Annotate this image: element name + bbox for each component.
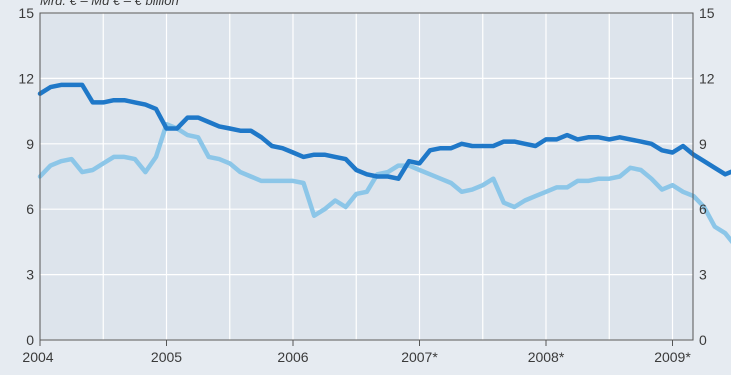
y-tick-label-left: 0 (26, 332, 34, 348)
y-tick-label-right: 3 (699, 267, 707, 283)
x-tick-label: 2005 (151, 349, 182, 365)
tick-labels: 0 0 3 3 6 6 9 9 12 12 15 15 2004 2005 2006 2007* 2008* 20… (18, 5, 714, 365)
plot-frame (39, 12, 694, 341)
x-tick-label: 2006 (277, 349, 308, 365)
series-line-1 (37, 82, 731, 181)
y-tick-label-left: 15 (18, 5, 34, 21)
y-tick-label-left: 6 (26, 201, 34, 217)
y-tick-label-left: 9 (26, 136, 34, 152)
y-tick-label-right: 6 (699, 201, 707, 217)
y-tick-label-right: 12 (699, 70, 715, 86)
series-lines (37, 82, 731, 244)
x-tick-label: 2009* (654, 349, 691, 365)
y-tick-label-right: 0 (699, 332, 707, 348)
unit-label: Mrd. € – Md € – € billion (40, 0, 179, 8)
y-tick-label-left: 3 (26, 267, 34, 283)
x-tick-label: 2004 (22, 349, 53, 365)
x-tick-label: 2008* (528, 349, 565, 365)
y-tick-label-right: 15 (699, 5, 715, 21)
x-tick-label: 2007* (401, 349, 438, 365)
y-tick-label-left: 12 (18, 70, 34, 86)
y-tick-label-right: 9 (699, 136, 707, 152)
